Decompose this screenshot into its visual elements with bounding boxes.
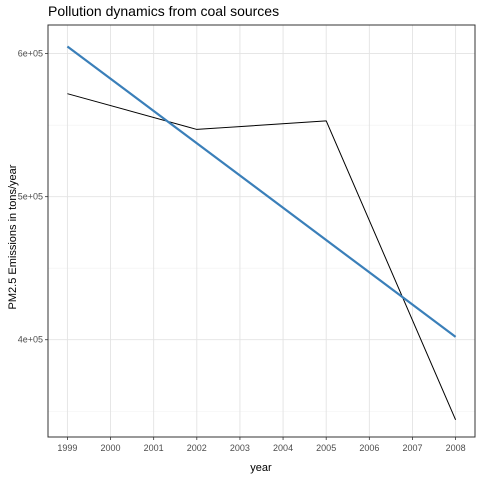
x-tick-label: 2004 bbox=[273, 443, 293, 453]
x-tick-label: 2006 bbox=[359, 443, 379, 453]
x-tick-label: 1999 bbox=[57, 443, 77, 453]
x-tick-label: 2005 bbox=[316, 443, 336, 453]
y-tick-label: 5e+05 bbox=[18, 192, 43, 202]
chart-title: Pollution dynamics from coal sources bbox=[48, 3, 280, 19]
x-tick-label: 2007 bbox=[402, 443, 422, 453]
plot-panel bbox=[48, 25, 475, 437]
trend-line bbox=[66, 45, 457, 338]
y-tick-label: 6e+05 bbox=[18, 49, 43, 59]
x-tick-label: 2008 bbox=[446, 443, 466, 453]
x-tick-label: 2002 bbox=[187, 443, 207, 453]
x-tick-label: 2003 bbox=[230, 443, 250, 453]
y-tick-label: 4e+05 bbox=[18, 335, 43, 345]
x-tick-label: 2000 bbox=[101, 443, 121, 453]
x-axis-title: year bbox=[250, 462, 272, 474]
emissions-line bbox=[67, 93, 457, 421]
panel-border bbox=[47, 24, 476, 438]
x-tick-label: 2001 bbox=[144, 443, 164, 453]
